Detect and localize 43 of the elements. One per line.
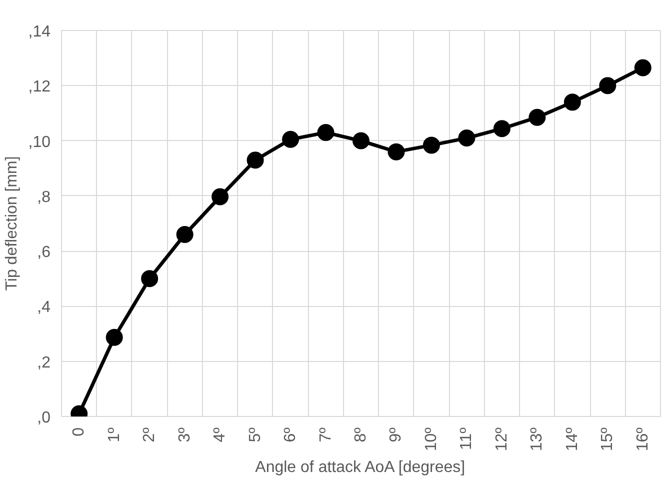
point (246, 152, 264, 169)
x-tick-label: 15º (599, 427, 616, 452)
y-tick-label: ,10 (28, 134, 51, 151)
y-tick-label: ,12 (28, 78, 51, 96)
x-tick-label: 7º (317, 427, 334, 442)
x-tick-label: 4º (212, 427, 229, 442)
x-tick-label: 13º (528, 427, 546, 452)
x-axis-title: Angle of attack AoA [degrees] (255, 459, 466, 476)
x-tick-label: 5º (246, 427, 264, 442)
y-tick-label: ,6 (37, 244, 51, 262)
point (599, 77, 616, 94)
point (634, 59, 652, 76)
point (317, 124, 334, 141)
point (493, 120, 510, 138)
x-tick-label: 2º (141, 427, 158, 442)
x-tick-label: 10º (422, 427, 440, 452)
point (388, 143, 405, 160)
x-tick-label: 9º (388, 427, 405, 442)
x-tick-label: 16º (634, 427, 652, 452)
x-tick-label: 11º (458, 427, 476, 450)
point (106, 328, 123, 346)
x-tick-label: 14º (564, 427, 581, 452)
x-tick-label: 12º (493, 427, 510, 452)
point (352, 132, 370, 150)
point (564, 94, 581, 111)
y-tick-label: ,2 (37, 354, 51, 372)
y-tick-label: ,4 (37, 299, 51, 316)
point (212, 188, 229, 206)
point (422, 136, 440, 154)
point (282, 130, 300, 148)
y-tick-label: ,14 (28, 24, 51, 40)
x-tick-label: 8º (352, 427, 370, 442)
point (458, 130, 476, 147)
x-tick-label: 1º (106, 427, 123, 442)
y-tick-label: ,0 (37, 410, 51, 426)
y-axis-title: Tip deflection [mm] (3, 156, 20, 291)
y-tick-label: ,8 (37, 188, 51, 206)
x-tick-label: 3º (176, 427, 194, 442)
point (141, 270, 158, 288)
point (176, 226, 194, 244)
x-tick-label: 0 (70, 427, 88, 436)
x-tick-label: 6º (282, 427, 300, 442)
point (528, 108, 546, 126)
